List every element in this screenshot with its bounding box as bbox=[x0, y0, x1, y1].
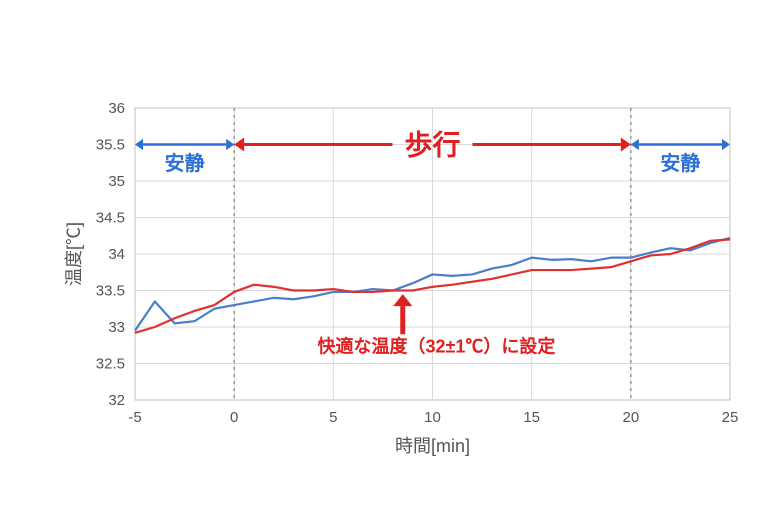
y-tick-label: 34 bbox=[108, 246, 125, 263]
y-tick-label: 36 bbox=[108, 100, 125, 117]
x-tick-label: 10 bbox=[424, 409, 441, 426]
y-tick-label: 32.5 bbox=[96, 356, 125, 373]
y-tick-label: 34.5 bbox=[96, 210, 125, 227]
callout-text: 快適な温度（32±1℃）に設定 bbox=[318, 336, 556, 357]
x-tick-label: 20 bbox=[622, 409, 639, 426]
x-tick-label: 5 bbox=[329, 409, 337, 426]
chart-svg: 32 32.5 33 33.5 34 34.5 35 35.5 36 -5 0 5 10 15 20 25 時間… bbox=[0, 0, 777, 525]
x-tick-label: 0 bbox=[230, 409, 238, 426]
phase-label: 安静 bbox=[165, 151, 205, 175]
y-axis-label: 温度[℃] bbox=[64, 222, 84, 286]
temperature-time-chart: 32 32.5 33 33.5 34 34.5 35 35.5 36 -5 0 5 10 15 20 25 時間… bbox=[0, 0, 777, 525]
x-axis-label: 時間[min] bbox=[395, 436, 470, 456]
phase-label: 安静 bbox=[660, 151, 700, 175]
y-tick-label: 35.5 bbox=[96, 137, 125, 154]
y-tick-label: 32 bbox=[108, 392, 125, 409]
y-tick-label: 33.5 bbox=[96, 283, 125, 300]
x-tick-label: 25 bbox=[722, 409, 739, 426]
x-tick-label: 15 bbox=[523, 409, 540, 426]
x-tick-label: -5 bbox=[128, 409, 141, 426]
y-tick-label: 33 bbox=[108, 319, 125, 336]
phase-label: 歩行 bbox=[404, 128, 460, 160]
y-tick-label: 35 bbox=[108, 173, 125, 190]
